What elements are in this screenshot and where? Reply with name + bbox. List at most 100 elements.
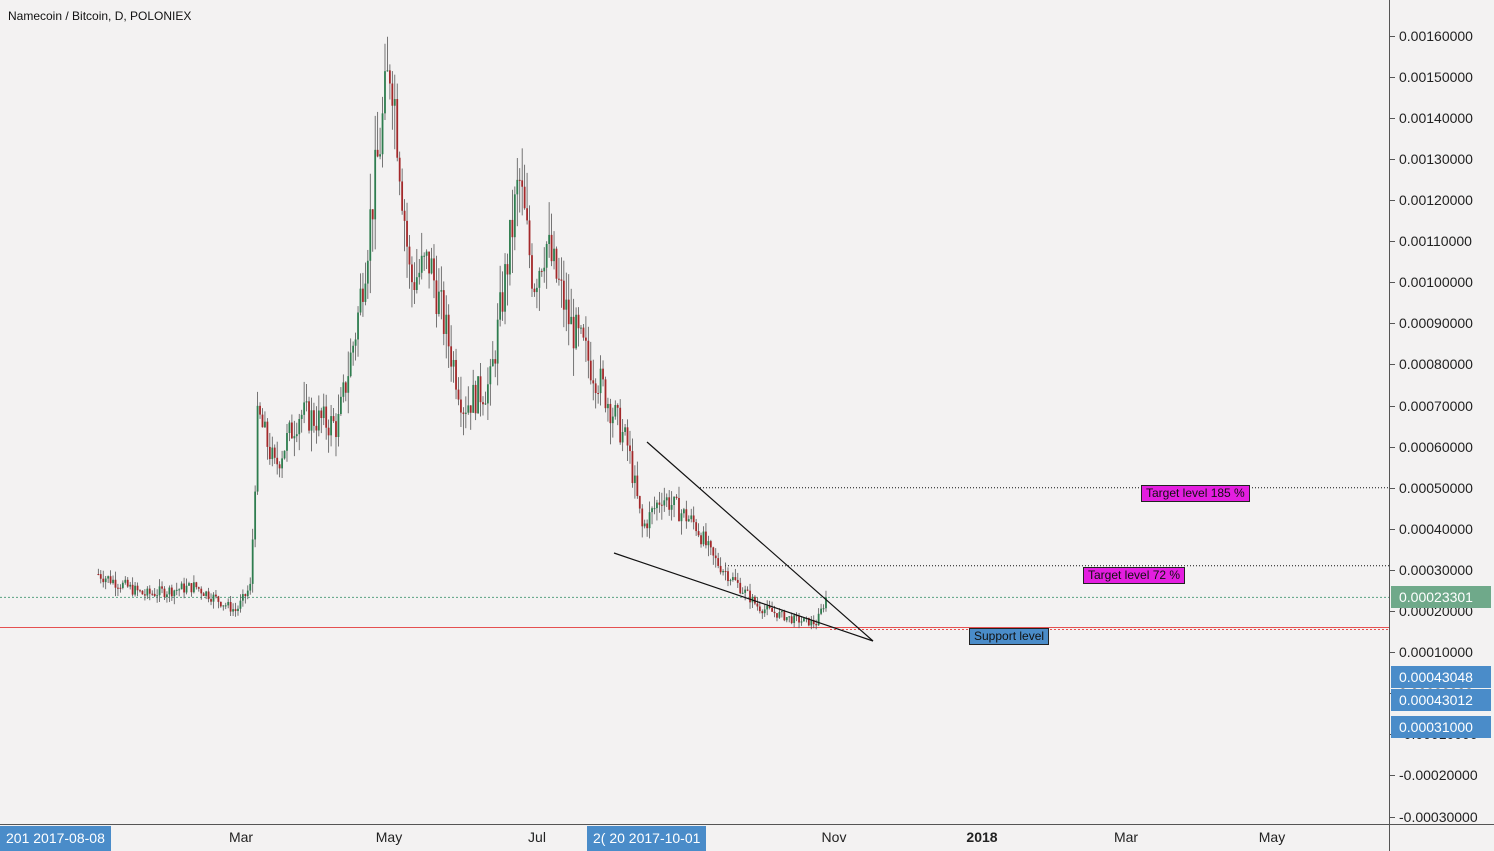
candle-body <box>396 99 399 158</box>
candle-body <box>371 209 374 220</box>
price-tick-mark <box>1390 487 1395 489</box>
candle-body <box>558 278 560 280</box>
candle-body <box>719 565 722 573</box>
candle-body <box>293 436 296 439</box>
support-level-label[interactable]: Support level <box>969 628 1050 645</box>
candle-body <box>337 413 340 438</box>
candle-body <box>501 292 504 312</box>
candle-body <box>227 601 230 606</box>
candle-body <box>415 277 418 291</box>
candle-body <box>594 383 597 394</box>
candle-body <box>734 577 737 580</box>
candle-body <box>690 515 693 520</box>
target-level-185-label[interactable]: Target level 185 % <box>1141 485 1250 502</box>
candle-body <box>102 578 105 583</box>
candle-body <box>161 586 163 589</box>
candle-body <box>589 360 592 381</box>
candle-body <box>717 558 720 566</box>
candle-body <box>295 434 298 437</box>
axis-corner <box>1389 824 1494 851</box>
candle-body <box>112 579 114 584</box>
candle-body <box>107 576 110 579</box>
candle-body <box>281 458 283 469</box>
candle-body <box>366 260 369 284</box>
candle-body <box>437 291 440 315</box>
candle-body <box>384 71 386 114</box>
candle-body <box>675 496 678 498</box>
target-level-72-label[interactable]: Target level 72 % <box>1083 567 1186 584</box>
candle-body <box>185 585 188 593</box>
candle-body <box>812 620 815 625</box>
candle-body <box>562 280 565 310</box>
candle-body <box>682 509 685 514</box>
candle-body <box>403 210 406 221</box>
candle-body <box>793 615 796 624</box>
candle-body <box>798 616 800 623</box>
candle-body <box>239 600 242 609</box>
last-price-badge: 0.00023301 <box>1391 586 1491 609</box>
candle-body <box>335 421 337 438</box>
candle-body <box>570 316 573 325</box>
candle-body <box>134 585 136 595</box>
candle-body <box>658 502 661 505</box>
price-axis-badge: 0.00043048 <box>1391 665 1491 688</box>
price-tick-mark <box>1390 117 1395 119</box>
candle-body <box>379 154 381 157</box>
candle-body <box>298 418 301 435</box>
candle-body <box>254 491 257 540</box>
price-axis-badge: 0.00031000 <box>1391 715 1491 738</box>
candle-body <box>327 427 330 436</box>
candle-body <box>474 384 477 414</box>
candle-body <box>359 288 362 313</box>
candle-body <box>680 513 683 522</box>
candle-body <box>736 579 739 583</box>
price-tick-label: 0.00060000 <box>1399 438 1473 455</box>
candle-body <box>430 258 433 274</box>
candle-body <box>467 405 470 413</box>
candle-body <box>631 451 634 484</box>
price-axis[interactable]: 0.00160000 0.00150000 0.00140000 0.00130000… <box>1389 0 1494 825</box>
candle-body <box>486 384 489 404</box>
candle-body <box>695 522 698 532</box>
candle-body <box>381 113 384 155</box>
time-axis[interactable]: Mar May Jul Nov 2018 Mar May 201 2017-08-08 2( 2… <box>0 824 1389 851</box>
candle-body <box>506 264 509 275</box>
candle-body <box>626 427 629 446</box>
candle-body <box>513 194 516 238</box>
candle-body <box>783 611 786 621</box>
price-tick-label: 0.00010000 <box>1399 644 1473 661</box>
price-chart[interactable] <box>0 0 1389 824</box>
candle-body <box>217 596 220 602</box>
candle-body <box>151 593 154 595</box>
price-tick-label: -0.00020000 <box>1399 767 1478 784</box>
time-axis-label: Jul <box>528 829 546 845</box>
candle-body <box>119 587 122 589</box>
candle-body <box>815 624 818 626</box>
price-tick-label: 0.00150000 <box>1399 68 1473 85</box>
candle-body <box>271 447 274 460</box>
candle-body <box>273 447 276 458</box>
candle-body <box>246 590 249 597</box>
candle-body <box>535 287 538 293</box>
candle-body <box>653 508 656 510</box>
candle-body <box>249 583 252 591</box>
candle-body <box>104 578 107 583</box>
wedge-lower-line <box>613 552 874 642</box>
candle-body <box>484 403 487 405</box>
candle-body <box>489 366 492 385</box>
price-tick-mark <box>1390 76 1395 78</box>
candle-body <box>660 504 663 506</box>
candle-body <box>580 327 582 329</box>
candle-body <box>126 579 129 587</box>
candle-body <box>744 589 747 593</box>
price-tick-mark <box>1390 446 1395 448</box>
candle-body <box>322 406 325 419</box>
chart-area[interactable]: Namecoin / Bitcoin, D, POLONIEX Target l… <box>0 0 1389 824</box>
candle-body <box>207 591 210 600</box>
candle-body <box>479 376 482 403</box>
candle-body <box>268 446 271 460</box>
candle-body <box>197 587 200 589</box>
candle-body <box>156 595 159 597</box>
candle-body <box>648 512 651 529</box>
candle-body <box>423 255 426 257</box>
